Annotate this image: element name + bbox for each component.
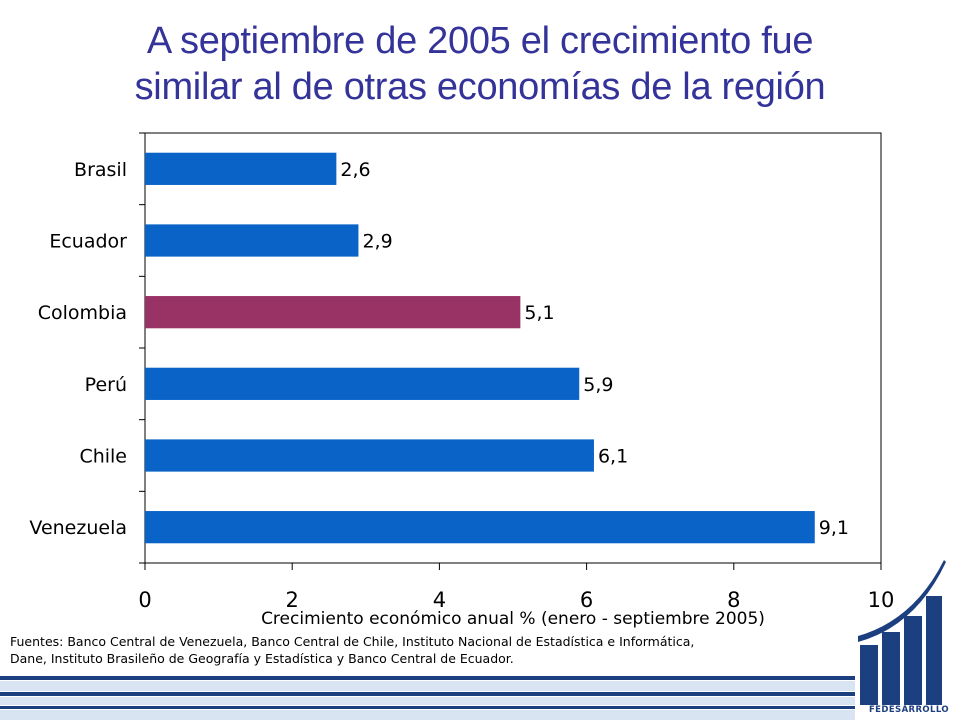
x-tick-label: 8 (727, 588, 740, 612)
bars: 2,6 2,9 5,1 5,9 6,1 9,1 (145, 152, 849, 544)
category-label: Chile (79, 446, 127, 468)
bar-value-label: 5,1 (524, 302, 554, 324)
x-tick-label: 4 (433, 588, 446, 612)
bar-value-label: 6,1 (598, 446, 628, 468)
sources-line-2: Dane, Instituto Brasileño de Geografía y… (10, 651, 514, 666)
bar-value-label: 9,1 (819, 517, 849, 539)
fedesarrollo-logo-icon (858, 560, 946, 705)
sources-note: Fuentes: Banco Central de Venezuela, Ban… (10, 633, 840, 667)
bar-value-label: 2,6 (340, 159, 370, 181)
x-tick-label: 6 (580, 588, 593, 612)
footer-stripes (0, 676, 855, 720)
bar-0 (145, 152, 337, 185)
bar-4 (145, 439, 594, 472)
bar-value-label: 2,9 (362, 231, 392, 253)
x-tick-label: 10 (868, 588, 895, 612)
bar-1 (145, 224, 359, 257)
bar-value-label: 5,9 (583, 374, 613, 396)
slide-title-line-2: similar al de otras economías de la regi… (134, 66, 826, 108)
slide-title-line-1: A septiembre de 2005 el crecimiento fue (146, 20, 814, 62)
x-tick-label: 0 (138, 588, 151, 612)
plot-area (144, 132, 882, 564)
bar-2 (145, 296, 521, 329)
bar-5 (145, 511, 815, 544)
category-label: Venezuela (29, 517, 127, 539)
category-label: Ecuador (49, 231, 127, 253)
category-label: Brasil (74, 159, 127, 181)
x-tick-label: 2 (286, 588, 299, 612)
slide-title: A septiembre de 2005 el crecimiento fue … (0, 18, 960, 110)
category-label: Perú (85, 374, 127, 396)
logo-text: FEDESARROLLO (868, 705, 950, 715)
x-axis-label: Crecimiento económico anual % (enero - s… (261, 609, 765, 629)
bar-chart: BrasilEcuadorColombiaPerúChileVenezuela … (29, 132, 894, 629)
sources-line-1: Fuentes: Banco Central de Venezuela, Ban… (10, 634, 695, 649)
category-label: Colombia (38, 302, 127, 324)
y-axis-ticks: Brasil Ecuador Colombia Perú Chile Venezuela (29, 132, 145, 564)
x-axis-ticks: 0 2 4 6 8 10 (138, 563, 894, 612)
bar-3 (145, 367, 580, 400)
